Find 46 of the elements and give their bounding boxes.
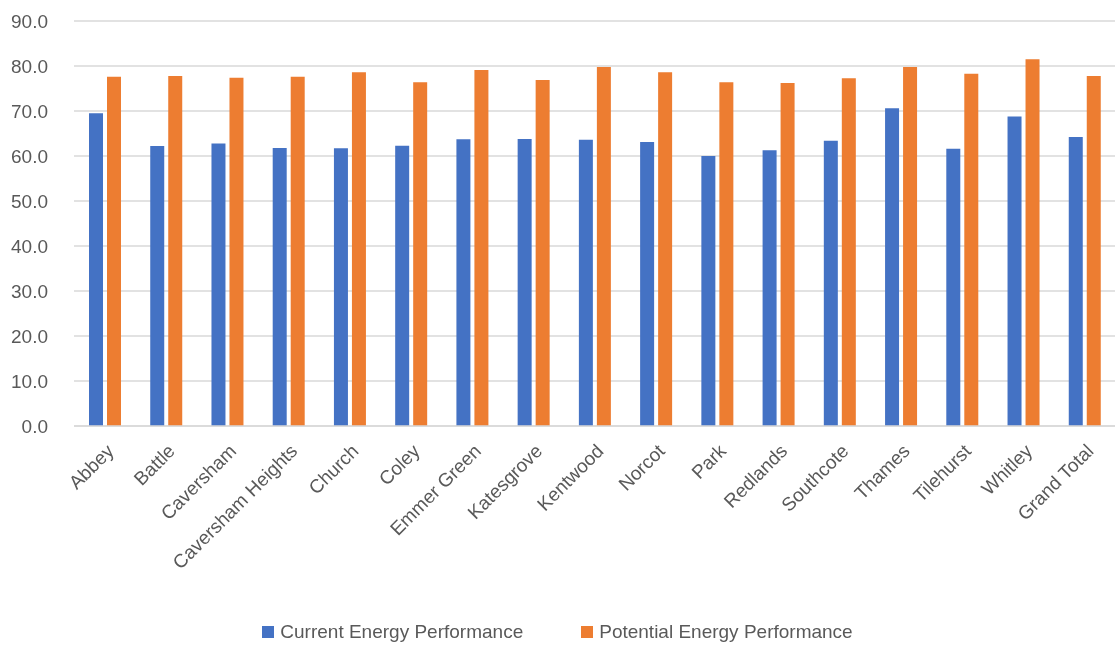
bar [1007,116,1022,426]
bar [964,73,979,426]
bar [841,78,856,426]
y-tick-label: 40.0 [11,235,48,257]
y-tick-label: 60.0 [11,145,48,167]
bar [517,138,532,426]
bar [823,140,838,426]
y-tick-label: 50.0 [11,190,48,212]
y-tick-label: 10.0 [11,370,48,392]
bar [150,146,165,426]
bar [885,108,900,426]
bar [168,75,183,426]
bar [946,148,961,426]
bar [89,113,103,426]
bar [535,79,550,426]
bar [640,142,655,426]
bar [658,72,673,426]
bar [1068,137,1083,426]
bar [456,139,471,426]
bar [290,76,305,426]
bar [333,148,348,426]
bar [211,143,226,426]
y-tick-label: 0.0 [21,415,48,437]
y-tick-label: 20.0 [11,325,48,347]
bar [719,82,734,426]
bar [701,156,716,426]
bar [107,76,121,426]
bar [229,77,244,426]
bar [1025,59,1040,426]
legend-label: Current Energy Performance [280,621,524,643]
bar [762,150,777,426]
bar [474,70,489,426]
bar [596,66,611,426]
bar [351,72,366,426]
bar [272,147,287,426]
bar [780,83,795,426]
bar [903,66,918,426]
y-tick-label: 80.0 [11,55,48,77]
bar [395,145,410,426]
y-tick-label: 70.0 [11,100,48,122]
legend-label: Potential Energy Performance [599,621,853,643]
y-tick-label: 90.0 [11,10,48,32]
y-tick-label: 30.0 [11,280,48,302]
bar [1086,75,1101,426]
bar [578,139,593,426]
bar [413,82,428,426]
